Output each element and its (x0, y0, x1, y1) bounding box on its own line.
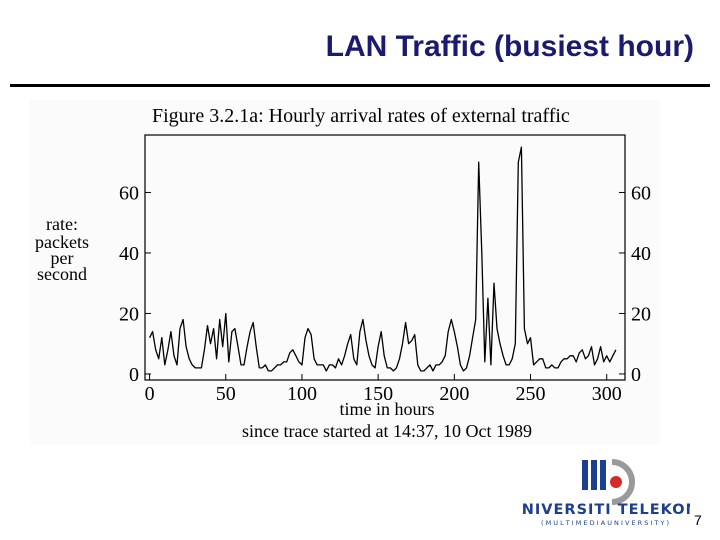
y-tick-label-left: 40 (119, 243, 139, 265)
y-axis-label-line: rate: (46, 214, 78, 234)
y-axis-label: rate: packets per second (35, 214, 89, 284)
page-number: 7 (694, 512, 702, 528)
x-tick-label: 50 (216, 383, 236, 405)
logo-emblem (582, 459, 635, 505)
y-tick-label-right: 0 (631, 364, 641, 386)
logo-emblem-arc (611, 459, 635, 505)
chart-title: Figure 3.2.1a: Hourly arrival rates of e… (152, 105, 570, 127)
slide-title: LAN Traffic (busiest hour) (325, 30, 694, 63)
y-tick-label-left: 0 (129, 364, 139, 386)
x-tick-label: 300 (592, 383, 622, 405)
y-tick-label-right: 40 (631, 243, 651, 265)
x-tick-label: 250 (516, 383, 546, 405)
y-axis-label-line: second (37, 264, 87, 284)
logo-emblem-bar (591, 460, 597, 490)
x-tick-label: 200 (439, 383, 469, 405)
figure-scan: Figure 3.2.1a: Hourly arrival rates of e… (30, 100, 660, 445)
title-divider (10, 84, 710, 87)
y-tick-label-left: 20 (119, 303, 139, 325)
logo-name: UNIVERSITI TELEKOM (520, 502, 690, 518)
x-tick-label: 0 (145, 383, 155, 405)
x-tick-label: 150 (363, 383, 393, 405)
logo-emblem-bar (582, 460, 588, 490)
y-tick-label-right: 60 (631, 182, 651, 204)
x-axis-sublabel: since trace started at 14:37, 10 Oct 198… (242, 421, 532, 441)
y-tick-label-left: 60 (119, 182, 139, 204)
university-logo: UNIVERSITI TELEKOM ( M U L T I M E D I A… (520, 458, 690, 528)
plot-frame (144, 134, 626, 381)
y-axis-label-line: packets (35, 232, 89, 252)
x-axis-label: time in hours (340, 399, 435, 419)
y-axis-label-line: per (51, 248, 74, 268)
x-tick-label: 100 (287, 383, 317, 405)
traffic-chart: Figure 3.2.1a: Hourly arrival rates of e… (35, 105, 651, 441)
y-tick-label-right: 20 (631, 303, 651, 325)
series-line (149, 146, 617, 372)
logo-tagline: ( M U L T I M E D I A U N I V E R S I T … (541, 519, 669, 527)
logo-emblem-dot (610, 476, 622, 488)
logo-emblem-bar (600, 460, 606, 490)
